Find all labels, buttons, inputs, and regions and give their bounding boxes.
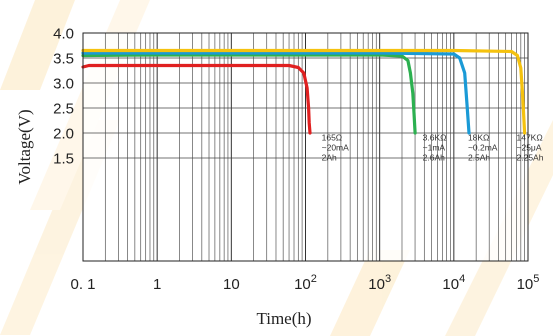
x-axis-label: Time(h) xyxy=(256,309,311,328)
y-tick-label: 3.0 xyxy=(53,76,74,93)
y-tick-label: 3.5 xyxy=(53,51,74,68)
x-tick-label: 105 xyxy=(517,273,540,293)
x-tick-label: 104 xyxy=(442,273,465,293)
series-line-4 xyxy=(81,48,527,135)
y-axis-label: Voltage(V) xyxy=(15,109,34,184)
x-tick-label: 0. 1 xyxy=(70,276,95,293)
x-tick-label: 10 xyxy=(223,276,240,293)
x-tick-label: 103 xyxy=(368,273,391,293)
x-tick-label: 1 xyxy=(153,276,161,293)
y-tick-label: 2.0 xyxy=(53,126,74,143)
series-line-1 xyxy=(81,63,312,135)
annotation-line: 2.25Ah xyxy=(517,153,544,163)
y-tick-label: 4.0 xyxy=(53,26,74,43)
annotation-line: ~0.2mA xyxy=(468,143,498,153)
plot-border xyxy=(82,32,529,262)
x-tick-label: 102 xyxy=(294,273,317,293)
y-tick-labels: 4.0 3.5 3.0 2.5 2.0 1.5 xyxy=(53,26,74,168)
annotation-line: 165Ω xyxy=(322,133,343,143)
x-tick-labels: 0. 1 1 10 102 103 104 105 xyxy=(70,273,539,293)
y-tick-label: 2.5 xyxy=(53,101,74,118)
annotation-line: 2.5Ah xyxy=(468,153,490,163)
annotation-line: 2Ah xyxy=(322,153,337,163)
series-line-2 xyxy=(81,53,417,135)
annotation-line: ~25μA xyxy=(517,143,542,153)
y-tick-label: 1.5 xyxy=(53,151,74,168)
annotation-line: ~1mA xyxy=(423,143,446,153)
annotation-line: 18KΩ xyxy=(468,133,489,143)
annotation-line: 3.6KΩ xyxy=(423,133,447,143)
series-group xyxy=(81,48,527,135)
annotation-line: 147KΩ xyxy=(517,133,543,143)
series-line-3 xyxy=(81,51,471,135)
annotation-line: ~20mA xyxy=(322,143,349,153)
annotation-line: 2.6Ah xyxy=(423,153,445,163)
